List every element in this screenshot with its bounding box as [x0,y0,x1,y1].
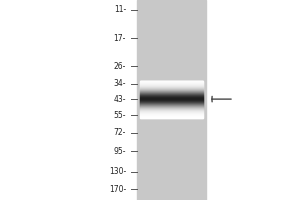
Text: 95-: 95- [113,147,126,156]
Text: 130-: 130- [109,167,126,176]
Text: 11-: 11- [114,5,126,14]
Text: 34-: 34- [113,79,126,88]
Text: 26-: 26- [114,62,126,71]
Text: 170-: 170- [109,185,126,194]
Text: 55-: 55- [113,111,126,120]
Text: 43-: 43- [113,95,126,104]
Text: 17-: 17- [114,34,126,43]
Bar [136,0,206,200]
Text: 72-: 72- [114,128,126,137]
